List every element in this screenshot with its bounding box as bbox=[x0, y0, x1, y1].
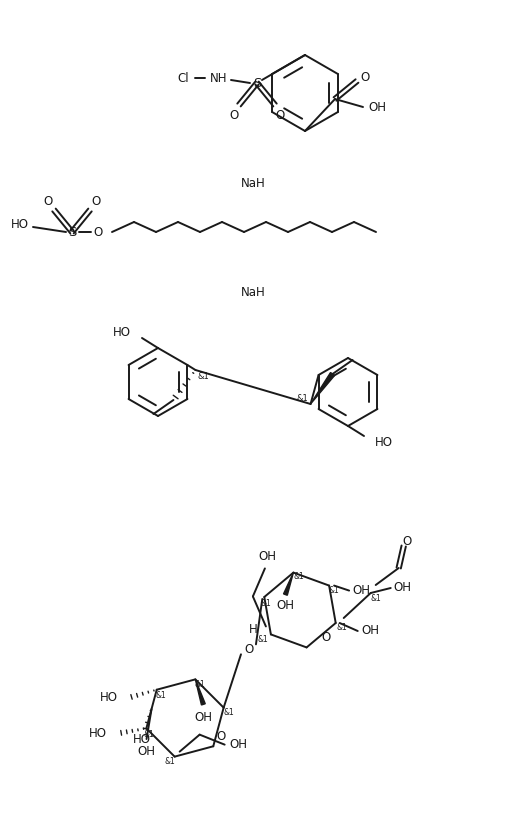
Text: S: S bbox=[253, 77, 261, 89]
Text: O: O bbox=[402, 535, 411, 549]
Polygon shape bbox=[311, 373, 335, 404]
Text: &1: &1 bbox=[258, 635, 268, 644]
Text: OH: OH bbox=[361, 625, 380, 637]
Text: O: O bbox=[44, 194, 53, 208]
Text: Cl: Cl bbox=[177, 72, 189, 84]
Text: OH: OH bbox=[194, 711, 212, 724]
Text: &1: &1 bbox=[293, 572, 304, 581]
Text: O: O bbox=[244, 643, 254, 656]
Text: &1: &1 bbox=[155, 691, 166, 701]
Text: OH: OH bbox=[137, 745, 156, 757]
Text: &1: &1 bbox=[370, 595, 381, 604]
Text: &1: &1 bbox=[198, 371, 209, 380]
Text: HO: HO bbox=[100, 691, 118, 704]
Text: &1: &1 bbox=[195, 680, 206, 689]
Text: &1: &1 bbox=[261, 599, 272, 607]
Text: &1: &1 bbox=[164, 757, 175, 766]
Text: &1: &1 bbox=[144, 730, 155, 739]
Polygon shape bbox=[283, 573, 294, 595]
Text: OH: OH bbox=[258, 550, 276, 563]
Text: O: O bbox=[360, 71, 370, 83]
Text: HO: HO bbox=[11, 218, 29, 230]
Text: O: O bbox=[321, 631, 331, 644]
Text: O: O bbox=[217, 731, 226, 743]
Text: NaH: NaH bbox=[241, 287, 265, 299]
Text: H: H bbox=[248, 623, 257, 636]
Text: S: S bbox=[68, 225, 76, 239]
Text: &1: &1 bbox=[297, 394, 308, 403]
Text: O: O bbox=[93, 225, 102, 239]
Text: OH: OH bbox=[276, 599, 295, 612]
Text: OH: OH bbox=[394, 581, 412, 595]
Text: O: O bbox=[275, 108, 284, 122]
Text: HO: HO bbox=[113, 325, 131, 339]
Text: &1: &1 bbox=[329, 586, 340, 595]
Text: HO: HO bbox=[133, 733, 151, 746]
Text: NH: NH bbox=[210, 72, 228, 84]
Text: &1: &1 bbox=[336, 624, 347, 632]
Text: OH: OH bbox=[368, 101, 386, 113]
Text: HO: HO bbox=[89, 727, 107, 740]
Text: NaH: NaH bbox=[241, 177, 265, 189]
Text: OH: OH bbox=[352, 584, 370, 597]
Text: HO: HO bbox=[375, 435, 393, 449]
Text: O: O bbox=[91, 194, 100, 208]
Text: &1: &1 bbox=[223, 708, 234, 717]
Polygon shape bbox=[195, 680, 205, 705]
Text: O: O bbox=[229, 108, 239, 122]
Text: OH: OH bbox=[230, 738, 247, 751]
